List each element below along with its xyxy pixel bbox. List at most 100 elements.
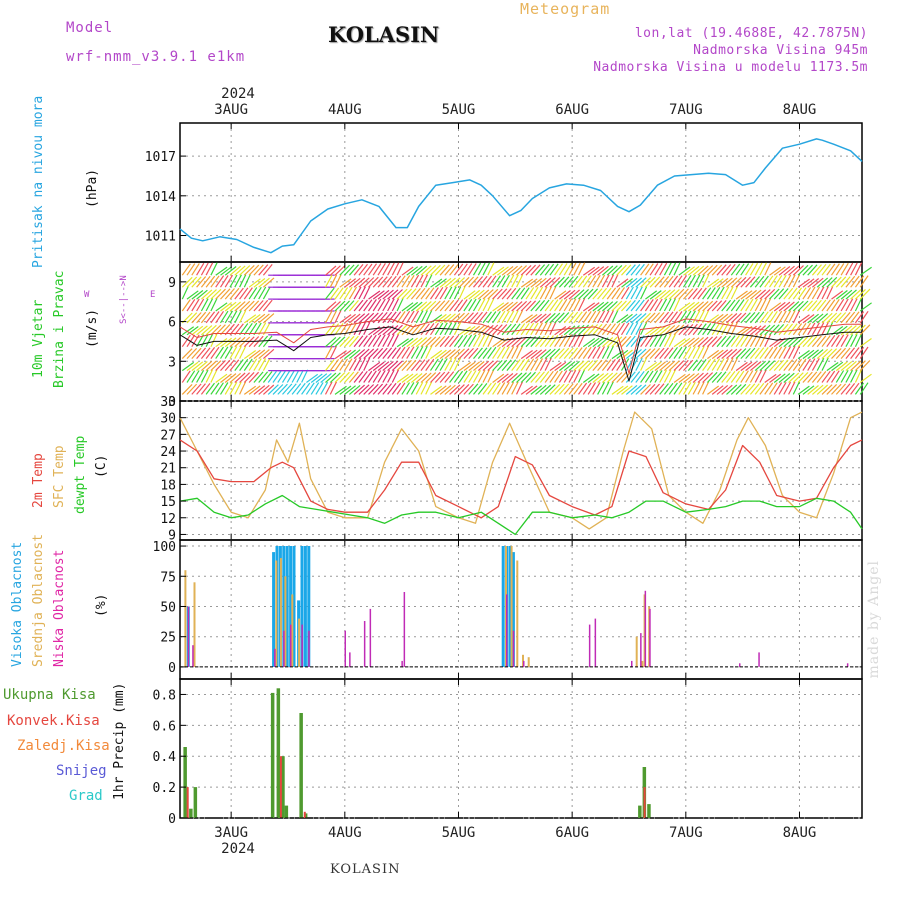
wind-arrow — [191, 361, 204, 372]
wind-arrow — [348, 371, 359, 383]
wind-arrow — [745, 263, 754, 276]
wind-arrow — [749, 276, 760, 288]
wind-arrow — [692, 346, 701, 359]
wind-arrow — [482, 311, 492, 324]
wind-arrow — [582, 302, 596, 312]
wind-arrow — [186, 347, 198, 360]
wind-arrow — [363, 384, 375, 395]
wind-arrow — [659, 298, 668, 312]
wind-arrow — [191, 298, 200, 312]
wind-arrow — [797, 358, 807, 371]
top-day-label: 4AUG — [328, 102, 362, 118]
wind-arrow — [415, 287, 426, 300]
wind-arrow — [683, 288, 694, 300]
wind-arrow — [706, 336, 718, 348]
wind-arrow — [730, 299, 741, 312]
wind-arrow — [578, 311, 588, 324]
wind-arrow — [654, 334, 663, 348]
wind-arrow — [625, 313, 638, 324]
wind-arrow — [597, 310, 606, 324]
wind-arrow — [573, 334, 581, 347]
wind-arrow — [654, 262, 663, 276]
wind-arrow — [396, 298, 404, 312]
wind-arrow — [449, 277, 461, 288]
wind-arrow — [826, 299, 836, 312]
high-cloud-bar — [285, 546, 289, 667]
wind-arrow — [243, 350, 257, 360]
wind-arrow — [850, 311, 860, 324]
wind-arrow — [224, 373, 237, 383]
wind-arrow — [325, 301, 337, 312]
wind-arrow — [769, 275, 778, 288]
wind-arrow — [697, 274, 705, 288]
wind-arrow — [310, 373, 323, 383]
wind-arrow — [816, 371, 827, 383]
wind-arrow — [859, 275, 869, 288]
wind-arrow — [549, 286, 557, 300]
wind-arrow — [234, 345, 242, 359]
panel-grids — [180, 123, 862, 819]
wind-arrow — [625, 322, 634, 336]
wind-arrow — [649, 361, 662, 372]
wind-arrow — [840, 334, 849, 348]
wind-arrow — [726, 299, 736, 312]
wind-arrow — [797, 371, 809, 383]
wind-arrow — [506, 381, 515, 395]
total-rain-bar — [193, 787, 198, 818]
wind-arrow — [668, 311, 678, 324]
wind-arrow — [391, 262, 400, 276]
wind-arrow — [205, 311, 216, 324]
wind-arrow — [559, 361, 571, 372]
wind-arrow — [401, 288, 413, 300]
wind-arrow — [186, 290, 199, 300]
wind-arrow — [325, 265, 337, 276]
wind-arrow — [854, 311, 865, 324]
wind-arrow — [759, 262, 767, 276]
wind-arrow — [621, 300, 632, 312]
wind-arrow — [363, 370, 373, 383]
wind-arrow — [262, 286, 271, 300]
wind-arrow — [415, 310, 424, 324]
wind-arrow — [792, 323, 803, 336]
wind-arrow — [191, 347, 202, 359]
wind-arrow — [234, 287, 244, 300]
pressure-tick-label: 1014 — [145, 190, 176, 205]
wind-arrow — [444, 286, 453, 300]
wind-arrow — [764, 275, 774, 288]
wind-arrow — [243, 287, 253, 300]
wind-arrow — [554, 290, 567, 300]
wind-arrow — [769, 324, 780, 336]
wind-arrow — [220, 266, 232, 276]
wind-arrow — [387, 325, 399, 336]
wind-arrow — [644, 370, 654, 383]
temp-label-2m: 2m Temp — [31, 453, 46, 508]
wind-arrow — [616, 300, 627, 312]
wind-arrow — [520, 350, 533, 360]
wind-arrow — [850, 298, 858, 312]
wind-arrow — [797, 300, 809, 312]
wind-arrow — [191, 290, 204, 300]
wind-arrow — [415, 301, 428, 312]
wind-arrow — [473, 289, 485, 300]
wind-arrow — [196, 289, 208, 300]
wind-arrow — [835, 370, 845, 383]
wind-arrow — [334, 287, 344, 300]
wind-arrow — [740, 361, 753, 372]
wind-arrow — [263, 277, 275, 288]
wind-arrow — [573, 262, 581, 276]
wind-arrow — [682, 274, 692, 288]
wind-arrow — [449, 286, 457, 300]
wind-arrow — [692, 310, 701, 324]
wind-arrow — [582, 266, 596, 276]
wind-arrow — [721, 277, 733, 288]
wind-arrow — [186, 326, 199, 336]
wind-arrow — [239, 274, 247, 288]
wind-arrow — [516, 265, 528, 276]
wind-arrow — [496, 346, 506, 359]
wind-arrow — [487, 288, 499, 300]
wind-arrow — [716, 358, 725, 371]
wind-arrow — [554, 348, 565, 360]
high-cloud-bar — [303, 546, 307, 667]
wind-arrow — [807, 286, 816, 300]
pressure-frame — [179, 122, 863, 263]
